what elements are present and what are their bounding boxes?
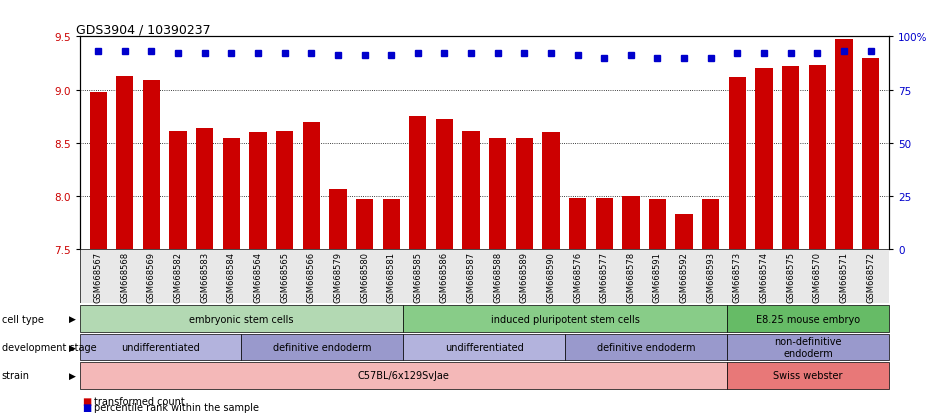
Text: transformed count: transformed count — [94, 396, 184, 406]
Bar — [169, 132, 187, 250]
Bar — [755, 69, 773, 250]
Text: GSM668592: GSM668592 — [680, 252, 689, 302]
Bar — [862, 58, 879, 250]
Text: ■: ■ — [82, 402, 92, 412]
Bar — [383, 200, 400, 250]
Text: GSM668576: GSM668576 — [573, 252, 582, 302]
Text: GSM668573: GSM668573 — [733, 252, 742, 302]
Bar — [249, 133, 267, 250]
Bar — [116, 76, 134, 250]
Text: definitive endoderm: definitive endoderm — [597, 342, 695, 352]
Bar — [649, 200, 666, 250]
Text: GSM668584: GSM668584 — [227, 252, 236, 302]
Bar — [676, 215, 693, 250]
Bar — [409, 117, 427, 250]
Bar — [462, 132, 480, 250]
Text: GSM668581: GSM668581 — [387, 252, 396, 302]
Text: GSM668587: GSM668587 — [466, 252, 475, 302]
Text: GSM668571: GSM668571 — [840, 252, 848, 302]
Text: ▶: ▶ — [68, 315, 76, 323]
Text: percentile rank within the sample: percentile rank within the sample — [94, 402, 258, 412]
Bar — [782, 67, 799, 250]
Bar — [516, 138, 533, 250]
Text: GSM668565: GSM668565 — [280, 252, 289, 302]
Bar — [729, 78, 746, 250]
Text: definitive endoderm: definitive endoderm — [273, 342, 372, 352]
Bar — [436, 120, 453, 250]
Text: GSM668568: GSM668568 — [121, 252, 129, 302]
Bar — [489, 138, 506, 250]
Bar — [223, 138, 240, 250]
Text: GSM668569: GSM668569 — [147, 252, 156, 302]
Bar — [569, 199, 586, 250]
Text: induced pluripotent stem cells: induced pluripotent stem cells — [490, 314, 640, 324]
Bar — [276, 132, 293, 250]
Text: embryonic stem cells: embryonic stem cells — [189, 314, 294, 324]
Text: GSM668591: GSM668591 — [653, 252, 662, 302]
Text: GDS3904 / 10390237: GDS3904 / 10390237 — [76, 23, 211, 36]
Text: GSM668566: GSM668566 — [307, 252, 315, 302]
Text: ▶: ▶ — [68, 343, 76, 351]
Text: GSM668583: GSM668583 — [200, 252, 210, 302]
Bar — [356, 200, 373, 250]
Text: GSM668580: GSM668580 — [360, 252, 369, 302]
Text: undifferentiated: undifferentiated — [121, 342, 200, 352]
Text: E8.25 mouse embryo: E8.25 mouse embryo — [756, 314, 860, 324]
Text: GSM668588: GSM668588 — [493, 252, 503, 302]
Text: GSM668564: GSM668564 — [254, 252, 262, 302]
Text: GSM668585: GSM668585 — [414, 252, 422, 302]
Text: development stage: development stage — [2, 342, 96, 352]
Bar — [302, 122, 320, 250]
Text: GSM668590: GSM668590 — [547, 252, 555, 302]
Text: GSM668589: GSM668589 — [519, 252, 529, 302]
Text: non-definitive
endoderm: non-definitive endoderm — [774, 336, 842, 358]
Text: GSM668574: GSM668574 — [759, 252, 768, 302]
Text: GSM668567: GSM668567 — [94, 252, 103, 302]
Text: GSM668582: GSM668582 — [173, 252, 183, 302]
Bar — [80, 250, 889, 304]
Text: GSM668579: GSM668579 — [333, 252, 343, 302]
Bar — [329, 189, 346, 250]
Bar — [90, 93, 107, 250]
Text: ■: ■ — [82, 396, 92, 406]
Text: GSM668575: GSM668575 — [786, 252, 796, 302]
Bar — [542, 133, 560, 250]
Text: GSM668593: GSM668593 — [707, 252, 715, 302]
Bar — [702, 200, 720, 250]
Bar — [809, 66, 826, 250]
Bar — [143, 81, 160, 250]
Bar — [595, 199, 613, 250]
Text: GSM668578: GSM668578 — [626, 252, 636, 302]
Text: GSM668570: GSM668570 — [812, 252, 822, 302]
Bar — [196, 128, 213, 250]
Text: Swiss webster: Swiss webster — [773, 370, 843, 380]
Text: GSM668572: GSM668572 — [866, 252, 875, 302]
Text: cell type: cell type — [2, 314, 44, 324]
Text: ▶: ▶ — [68, 371, 76, 380]
Bar — [835, 40, 853, 250]
Text: GSM668577: GSM668577 — [600, 252, 608, 302]
Bar — [622, 197, 639, 250]
Text: strain: strain — [2, 370, 30, 380]
Text: undifferentiated: undifferentiated — [445, 342, 524, 352]
Text: C57BL/6x129SvJae: C57BL/6x129SvJae — [358, 370, 449, 380]
Text: GSM668586: GSM668586 — [440, 252, 449, 302]
